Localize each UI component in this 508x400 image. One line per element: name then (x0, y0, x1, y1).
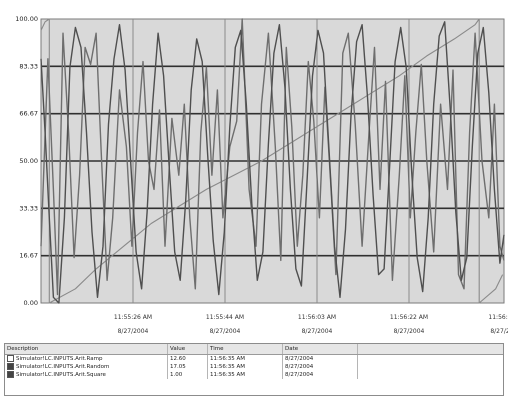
legend-value: 17.05 (168, 363, 208, 371)
y-tick-label: 50.00 (19, 157, 38, 165)
y-tick-label: 0.00 (24, 299, 38, 307)
legend-time: 11:56:35 AM (208, 355, 283, 363)
x-tick-date: 8/27/2004 (394, 328, 425, 335)
trend-chart[interactable]: 0.00 16.67 33.33 50.00 66.67 83.33 100.00 11:5… (0, 0, 508, 342)
legend-description: Simulator!LC.INPUTS.Arit.Random (16, 364, 110, 370)
legend-time: 11:56:35 AM (208, 371, 283, 379)
y-tick-label: 16.67 (19, 252, 38, 260)
header-date[interactable]: Date (283, 344, 358, 354)
x-tick-date: 8/27/2 (490, 328, 508, 335)
x-tick-time: 11:55:44 AM (206, 314, 244, 321)
x-tick-time: 11:55:26 AM (114, 314, 152, 321)
trend-legend-table[interactable]: Description Value Time Date Simulator!LC… (4, 343, 504, 396)
y-tick-label: 66.67 (19, 110, 38, 118)
series-square-line (40, 21, 505, 304)
y-tick-label: 83.33 (19, 62, 38, 70)
legend-header-row: Description Value Time Date (5, 344, 503, 355)
header-description[interactable]: Description (5, 344, 168, 354)
header-value[interactable]: Value (168, 344, 208, 354)
legend-value: 12.60 (168, 355, 208, 363)
x-tick-date: 8/27/2004 (302, 328, 333, 335)
legend-description-cell: Simulator!LC.INPUTS.Arit.Random (5, 363, 168, 371)
legend-date: 8/27/2004 (283, 363, 358, 371)
x-tick-time: 11:56:3 (488, 314, 508, 321)
legend-description-cell: Simulator!LC.INPUTS.Arit.Ramp (5, 355, 168, 363)
x-tick-date: 8/27/2004 (210, 328, 241, 335)
y-tick-label: 33.33 (19, 204, 38, 212)
y-tick-label: 100.00 (15, 15, 38, 23)
legend-time: 11:56:35 AM (208, 363, 283, 371)
series-visibility-checkbox[interactable] (7, 371, 14, 378)
legend-date: 8/27/2004 (283, 371, 358, 379)
legend-row[interactable]: Simulator!LC.INPUTS.Arit.Ramp 12.60 11:56:… (5, 355, 503, 363)
header-time[interactable]: Time (208, 344, 283, 354)
legend-description-cell: Simulator!LC.INPUTS.Arit.Square (5, 371, 168, 379)
x-tick-time: 11:56:03 AM (298, 314, 336, 321)
legend-description: Simulator!LC.INPUTS.Arit.Square (16, 372, 106, 378)
series-visibility-checkbox[interactable] (7, 363, 14, 370)
x-tick-date: 8/27/2004 (118, 328, 149, 335)
legend-row[interactable]: Simulator!LC.INPUTS.Arit.Square 1.00 11:56… (5, 371, 503, 379)
legend-value: 1.00 (168, 371, 208, 379)
series-visibility-checkbox[interactable] (7, 355, 14, 362)
legend-date: 8/27/2004 (283, 355, 358, 363)
legend-description: Simulator!LC.INPUTS.Arit.Ramp (16, 356, 103, 362)
x-tick-time: 11:56:22 AM (390, 314, 428, 321)
legend-row[interactable]: Simulator!LC.INPUTS.Arit.Random 17.05 11:5… (5, 363, 503, 371)
